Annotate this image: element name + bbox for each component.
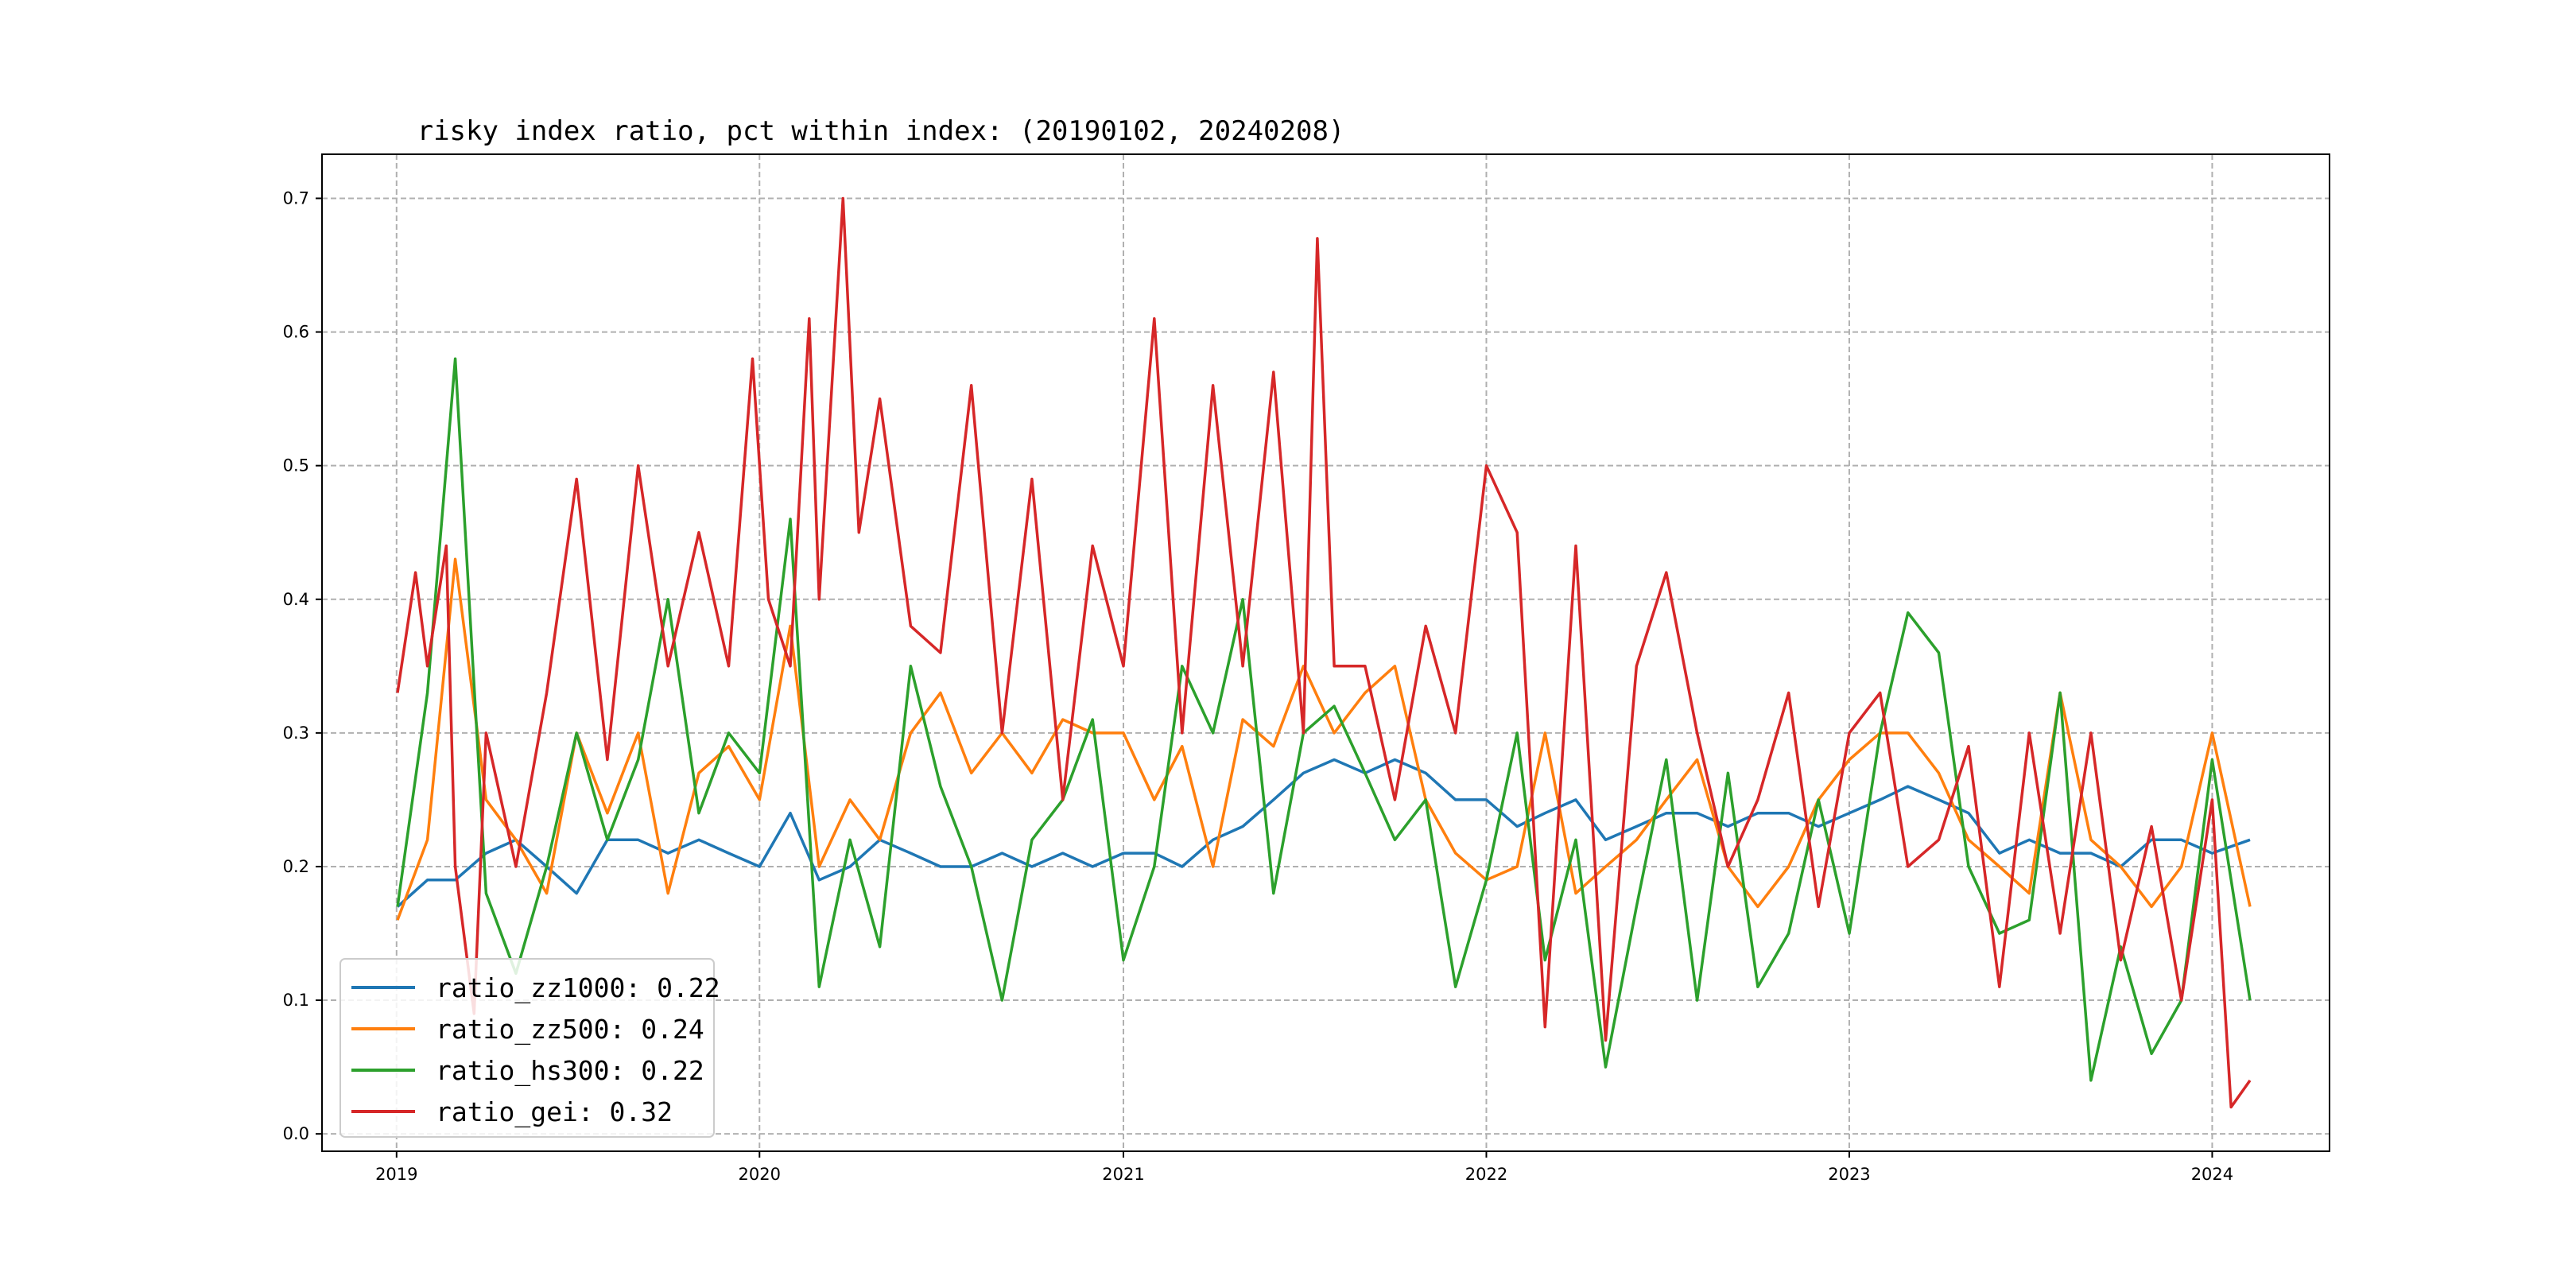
x-tick-label: 2022 — [1465, 1165, 1507, 1184]
series-line-3 — [396, 196, 2252, 1109]
y-tick-label: 0.0 — [283, 1124, 309, 1143]
legend-label: ratio_hs300: 0.22 — [436, 1055, 704, 1087]
legend-label: ratio_zz500: 0.24 — [436, 1014, 704, 1046]
series-line-0 — [396, 758, 2251, 908]
axis-ticks: 2019 2020 2021 2022 2023 2024 0.0 0.1 0.2 0.3 0.4 0… — [283, 188, 2234, 1184]
legend: ratio_zz1000: 0.22 ratio_zz500: 0.24 ratio… — [339, 958, 720, 1138]
x-tick-label: 2019 — [375, 1165, 417, 1184]
y-tick-label: 0.2 — [283, 857, 309, 876]
x-tick-label: 2023 — [1828, 1165, 1870, 1184]
y-tick-label: 0.6 — [283, 323, 309, 342]
series-line-1 — [396, 557, 2252, 921]
x-tick-label: 2021 — [1102, 1165, 1144, 1184]
legend-label: ratio_gei: 0.32 — [436, 1096, 673, 1128]
x-tick-label: 2020 — [739, 1165, 781, 1184]
y-tick-label: 0.4 — [283, 590, 309, 609]
y-tick-label: 0.5 — [283, 456, 309, 475]
x-tick-label: 2024 — [2191, 1165, 2233, 1184]
plot-area-frame — [321, 153, 2330, 1152]
series-lines — [396, 196, 2252, 1109]
legend-label: ratio_zz1000: 0.22 — [436, 972, 720, 1004]
y-tick-label: 0.1 — [283, 991, 309, 1010]
y-tick-label: 0.7 — [283, 188, 309, 208]
chart-title: risky index ratio, pct within index: (20… — [417, 115, 1345, 147]
series-line-2 — [396, 357, 2252, 1082]
legend-box — [339, 958, 715, 1138]
y-tick-label: 0.3 — [283, 724, 309, 743]
